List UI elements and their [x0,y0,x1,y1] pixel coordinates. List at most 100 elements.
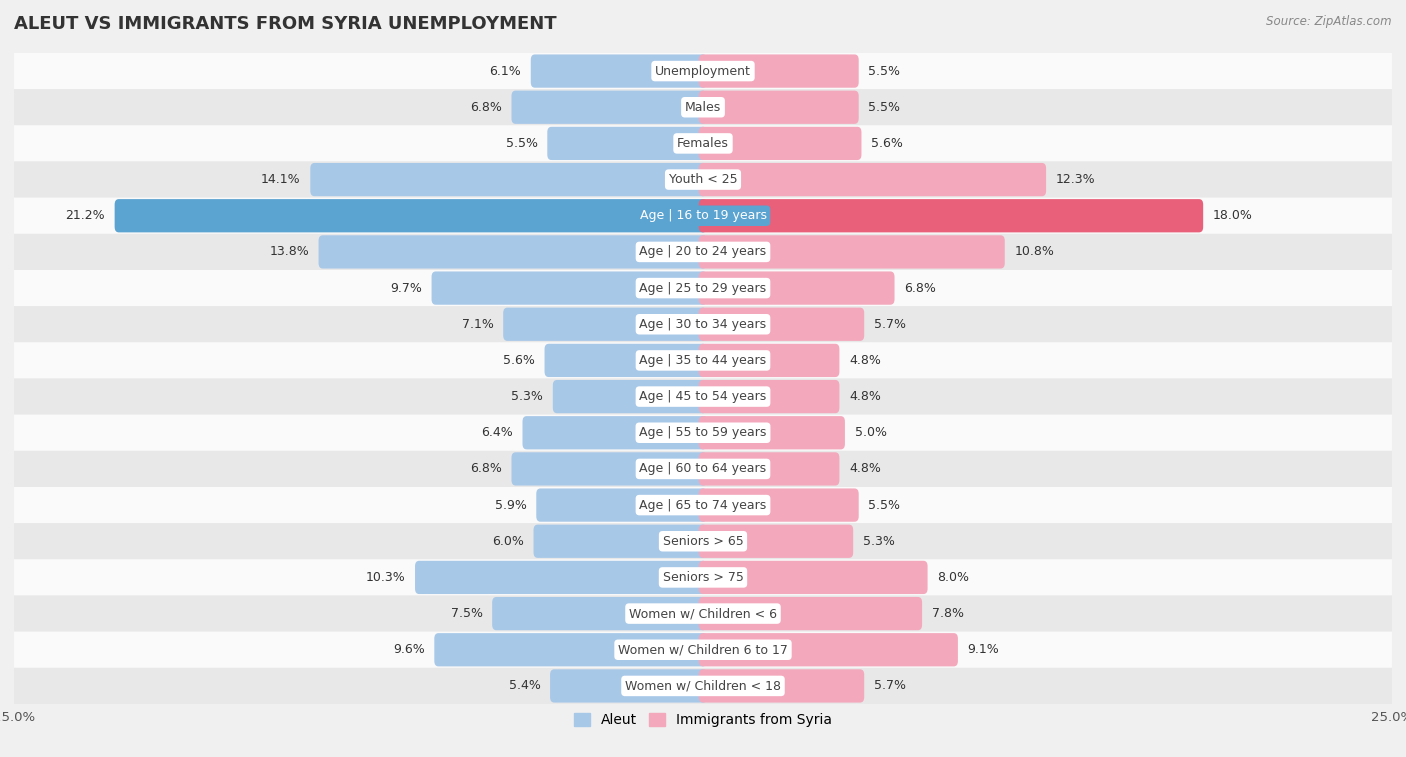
Text: 5.6%: 5.6% [872,137,903,150]
Text: 21.2%: 21.2% [65,209,105,223]
FancyBboxPatch shape [14,668,1392,704]
FancyBboxPatch shape [699,199,1204,232]
Text: 5.4%: 5.4% [509,680,540,693]
Text: Age | 60 to 64 years: Age | 60 to 64 years [640,463,766,475]
Text: 5.7%: 5.7% [875,318,905,331]
Text: 6.8%: 6.8% [470,101,502,114]
Text: 6.0%: 6.0% [492,534,524,548]
Text: Females: Females [678,137,728,150]
FancyBboxPatch shape [14,161,1392,198]
Text: 5.5%: 5.5% [869,499,900,512]
Text: 5.5%: 5.5% [506,137,537,150]
Text: Women w/ Children < 18: Women w/ Children < 18 [626,680,780,693]
Text: 5.0%: 5.0% [855,426,887,439]
FancyBboxPatch shape [547,126,707,160]
FancyBboxPatch shape [14,451,1392,487]
Text: 13.8%: 13.8% [269,245,309,258]
Text: Age | 16 to 19 years: Age | 16 to 19 years [640,209,766,223]
Text: 5.3%: 5.3% [863,534,894,548]
FancyBboxPatch shape [14,270,1392,306]
Text: Seniors > 75: Seniors > 75 [662,571,744,584]
FancyBboxPatch shape [699,416,845,450]
Text: 6.1%: 6.1% [489,64,522,77]
FancyBboxPatch shape [14,53,1392,89]
FancyBboxPatch shape [699,452,839,485]
FancyBboxPatch shape [319,235,707,269]
Text: Age | 25 to 29 years: Age | 25 to 29 years [640,282,766,294]
FancyBboxPatch shape [699,597,922,631]
FancyBboxPatch shape [14,596,1392,631]
Text: 6.8%: 6.8% [470,463,502,475]
FancyBboxPatch shape [503,307,707,341]
FancyBboxPatch shape [14,559,1392,596]
Text: 4.8%: 4.8% [849,354,882,367]
FancyBboxPatch shape [699,669,865,702]
FancyBboxPatch shape [415,561,707,594]
FancyBboxPatch shape [550,669,707,702]
Text: 5.6%: 5.6% [503,354,534,367]
Text: 14.1%: 14.1% [262,173,301,186]
Text: 5.3%: 5.3% [512,390,543,403]
FancyBboxPatch shape [432,272,707,305]
Text: Women w/ Children < 6: Women w/ Children < 6 [628,607,778,620]
FancyBboxPatch shape [699,307,865,341]
Text: Unemployment: Unemployment [655,64,751,77]
FancyBboxPatch shape [14,89,1392,126]
Text: 6.8%: 6.8% [904,282,936,294]
Text: Seniors > 65: Seniors > 65 [662,534,744,548]
FancyBboxPatch shape [434,633,707,666]
Text: 4.8%: 4.8% [849,390,882,403]
FancyBboxPatch shape [699,380,839,413]
FancyBboxPatch shape [531,55,707,88]
Text: 9.7%: 9.7% [389,282,422,294]
Text: Women w/ Children 6 to 17: Women w/ Children 6 to 17 [619,643,787,656]
Text: 5.7%: 5.7% [875,680,905,693]
Text: ALEUT VS IMMIGRANTS FROM SYRIA UNEMPLOYMENT: ALEUT VS IMMIGRANTS FROM SYRIA UNEMPLOYM… [14,15,557,33]
FancyBboxPatch shape [14,631,1392,668]
FancyBboxPatch shape [492,597,707,631]
FancyBboxPatch shape [699,488,859,522]
FancyBboxPatch shape [699,272,894,305]
FancyBboxPatch shape [523,416,707,450]
Text: 18.0%: 18.0% [1213,209,1253,223]
FancyBboxPatch shape [699,55,859,88]
FancyBboxPatch shape [115,199,707,232]
FancyBboxPatch shape [699,126,862,160]
FancyBboxPatch shape [536,488,707,522]
Text: 6.4%: 6.4% [481,426,513,439]
Text: 4.8%: 4.8% [849,463,882,475]
FancyBboxPatch shape [512,452,707,485]
Text: 9.1%: 9.1% [967,643,1000,656]
Text: Age | 65 to 74 years: Age | 65 to 74 years [640,499,766,512]
FancyBboxPatch shape [14,306,1392,342]
FancyBboxPatch shape [14,198,1392,234]
FancyBboxPatch shape [699,561,928,594]
Text: 5.9%: 5.9% [495,499,527,512]
FancyBboxPatch shape [544,344,707,377]
Text: 10.8%: 10.8% [1014,245,1054,258]
Text: Males: Males [685,101,721,114]
FancyBboxPatch shape [699,525,853,558]
Text: 7.8%: 7.8% [932,607,963,620]
FancyBboxPatch shape [14,234,1392,270]
Text: 5.5%: 5.5% [869,64,900,77]
Text: Age | 45 to 54 years: Age | 45 to 54 years [640,390,766,403]
FancyBboxPatch shape [699,344,839,377]
Text: Age | 30 to 34 years: Age | 30 to 34 years [640,318,766,331]
FancyBboxPatch shape [512,91,707,124]
Text: Youth < 25: Youth < 25 [669,173,737,186]
FancyBboxPatch shape [699,91,859,124]
FancyBboxPatch shape [14,342,1392,378]
Text: Age | 55 to 59 years: Age | 55 to 59 years [640,426,766,439]
Text: 7.5%: 7.5% [450,607,482,620]
FancyBboxPatch shape [699,235,1005,269]
Text: Age | 20 to 24 years: Age | 20 to 24 years [640,245,766,258]
FancyBboxPatch shape [14,378,1392,415]
FancyBboxPatch shape [14,523,1392,559]
FancyBboxPatch shape [699,163,1046,196]
Legend: Aleut, Immigrants from Syria: Aleut, Immigrants from Syria [568,708,838,733]
FancyBboxPatch shape [699,633,957,666]
Text: 5.5%: 5.5% [869,101,900,114]
Text: Source: ZipAtlas.com: Source: ZipAtlas.com [1267,15,1392,28]
Text: 10.3%: 10.3% [366,571,405,584]
